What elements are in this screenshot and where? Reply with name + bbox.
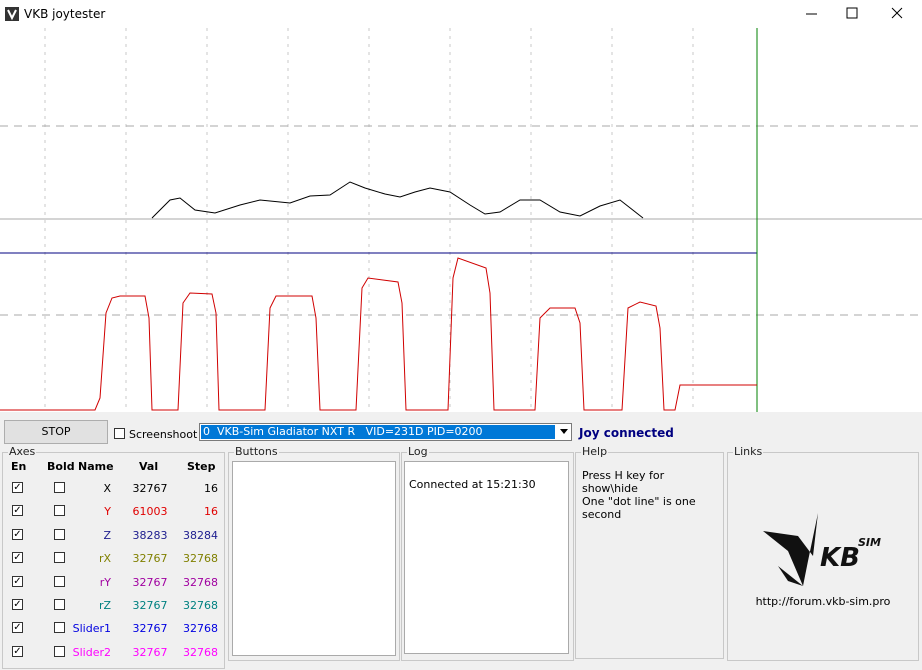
log-line: Connected at 15:21:30 bbox=[409, 478, 536, 491]
plot bbox=[0, 28, 922, 412]
axis-step: 32768 bbox=[183, 622, 218, 636]
log-group: Log Connected at 15:21:30 bbox=[401, 445, 574, 661]
axis-value: 32767 bbox=[132, 599, 168, 612]
title-bar: VKB joytester bbox=[0, 0, 922, 28]
group-title: Axes bbox=[8, 445, 37, 458]
dropdown-arrow bbox=[560, 429, 568, 434]
column-header: Step bbox=[187, 460, 216, 473]
device-combobox[interactable]: 0 VKB-Sim Gladiator NXT R VID=231D PID=0… bbox=[199, 423, 572, 441]
buttons-group: Buttons bbox=[228, 445, 400, 661]
window-title: VKB joytester bbox=[24, 7, 106, 21]
column-header: En bbox=[11, 460, 27, 473]
logo-text: SIM bbox=[858, 536, 881, 549]
bold-checkbox[interactable] bbox=[54, 622, 65, 634]
axis-name: rZ bbox=[98, 599, 111, 612]
group-title: Log bbox=[407, 445, 429, 458]
axis-value: 32767 bbox=[132, 482, 168, 495]
enable-checkbox[interactable]: ✓ bbox=[12, 599, 23, 610]
axis-value: 38283 bbox=[132, 528, 168, 542]
axis-name: Slider1 bbox=[72, 622, 111, 636]
link-url[interactable]: http://forum.vkb-sim.pro bbox=[755, 595, 891, 608]
vkb-logo: KB SIM bbox=[763, 513, 881, 586]
logo-text: KB bbox=[820, 543, 860, 573]
axis-value: 32767 bbox=[132, 552, 168, 566]
bold-checkbox[interactable] bbox=[54, 575, 65, 587]
enable-checkbox[interactable]: ✓ bbox=[12, 575, 23, 587]
enable-checkbox[interactable]: ✓ bbox=[12, 645, 23, 657]
device-selected: 0 VKB-Sim Gladiator NXT R VID=231D PID=0… bbox=[201, 425, 555, 439]
enable-checkbox[interactable]: ✓ bbox=[12, 528, 23, 540]
group-title: Help bbox=[581, 445, 609, 458]
axis-step: 38284 bbox=[183, 528, 218, 542]
stop-button[interactable]: STOP bbox=[4, 420, 108, 444]
column-header: Bold bbox=[47, 460, 75, 473]
axis-value: 32767 bbox=[132, 645, 168, 659]
axis-name: Y bbox=[104, 505, 111, 519]
axis-step: 16 bbox=[204, 482, 218, 495]
screenshot-label: Screenshoot bbox=[129, 428, 198, 441]
axis-step: 32768 bbox=[183, 552, 218, 566]
bold-checkbox[interactable] bbox=[54, 528, 65, 540]
buttons-list[interactable] bbox=[232, 461, 396, 656]
links-group: Links KB SIM http://forum.vkb-sim.pro bbox=[727, 445, 919, 661]
app-icon bbox=[5, 7, 19, 21]
help-group: Help Press H key for show\hide One "dot l… bbox=[575, 445, 724, 659]
axis-step: 32768 bbox=[183, 599, 218, 612]
window-controls[interactable] bbox=[790, 0, 922, 28]
axis-name: Slider2 bbox=[72, 645, 111, 659]
group-title: Buttons bbox=[234, 445, 279, 458]
enable-checkbox[interactable]: ✓ bbox=[12, 505, 23, 517]
enable-checkbox[interactable]: ✓ bbox=[12, 552, 23, 564]
log-box[interactable]: Connected at 15:21:30 bbox=[404, 461, 569, 654]
axes-group: Axes En Bold Name Val Step ✓ X 32767 16 ✓ Y 61003 16… bbox=[2, 445, 225, 669]
axis-value: 32767 bbox=[132, 575, 168, 589]
help-line: One "dot line" is one second bbox=[582, 495, 696, 521]
axis-value: 61003 bbox=[132, 505, 168, 519]
axis-step: 16 bbox=[204, 505, 218, 519]
help-line: Press H key for show\hide bbox=[582, 469, 665, 495]
screenshot-checkbox[interactable] bbox=[114, 428, 125, 439]
axis-step: 32768 bbox=[183, 575, 218, 589]
bold-checkbox[interactable] bbox=[54, 599, 65, 610]
column-header: Val bbox=[139, 460, 159, 473]
bold-checkbox[interactable] bbox=[54, 552, 65, 564]
axis-name: rX bbox=[98, 552, 111, 566]
enable-checkbox[interactable]: ✓ bbox=[12, 482, 23, 493]
axis-step: 32768 bbox=[183, 645, 218, 659]
axis-name: Z bbox=[103, 528, 111, 542]
axis-name: X bbox=[103, 482, 111, 495]
bold-checkbox[interactable] bbox=[54, 482, 65, 493]
bold-checkbox[interactable] bbox=[54, 505, 65, 517]
status-text: Joy connected bbox=[579, 426, 674, 440]
enable-checkbox[interactable]: ✓ bbox=[12, 622, 23, 634]
column-header: Name bbox=[78, 460, 114, 473]
axis-name: rY bbox=[99, 575, 111, 589]
bold-checkbox[interactable] bbox=[54, 645, 65, 657]
group-title: Links bbox=[733, 445, 764, 458]
axis-value: 32767 bbox=[132, 622, 168, 636]
